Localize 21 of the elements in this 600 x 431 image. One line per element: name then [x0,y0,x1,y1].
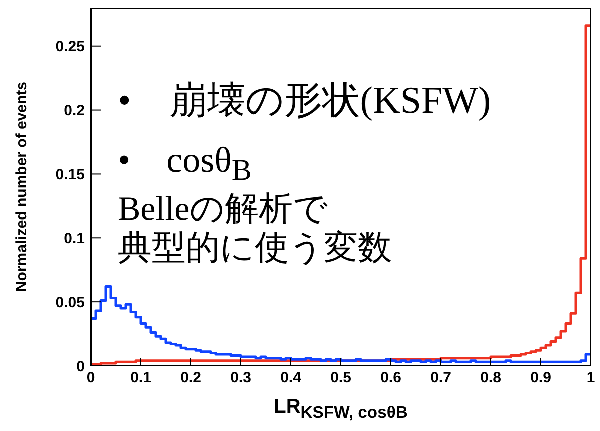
annotation: Belleの解析で [118,190,328,230]
y-tick-label: 0 [76,358,85,376]
y-tick-label: 0.25 [56,38,85,56]
y-tick-label: 0.15 [56,166,85,184]
annotation: 典型的に使う変数 [118,229,392,268]
x-tick-label: 0.3 [230,370,252,387]
annotation: • 崩壊の形状(KSFW) [118,80,492,124]
y-axis-title: Normalized number of events [14,82,30,292]
x-tick-label: 0.5 [330,370,352,387]
x-tick-label: 0.9 [530,370,552,387]
annotation: • cosθ$_{B}$ [118,140,252,189]
x-tick-label: 0.2 [180,370,202,387]
y-tick-label: 0.1 [64,230,85,248]
x-tick-label: 0.7 [430,370,452,387]
x-tick-label: 0.1 [130,370,152,387]
x-tick-label: 0.6 [380,370,402,387]
y-tick-label: 0.05 [56,294,85,312]
x-tick-label: 1 [586,370,596,387]
x-tick-label: 0.4 [280,370,302,387]
y-tick-label: 0.2 [64,102,85,120]
x-tick-label: 0.8 [480,370,502,387]
